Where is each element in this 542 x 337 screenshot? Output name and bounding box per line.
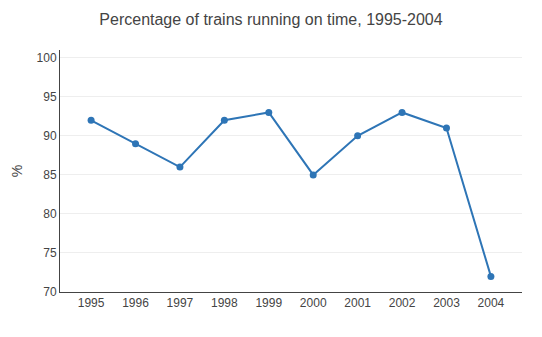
svg-text:%: % xyxy=(9,165,25,177)
svg-text:85: 85 xyxy=(43,168,57,182)
svg-text:2001: 2001 xyxy=(344,296,371,310)
svg-text:1995: 1995 xyxy=(78,296,105,310)
svg-text:2003: 2003 xyxy=(433,296,460,310)
svg-text:70: 70 xyxy=(43,285,57,299)
svg-text:75: 75 xyxy=(43,246,57,260)
svg-text:1997: 1997 xyxy=(167,296,194,310)
svg-text:80: 80 xyxy=(43,207,57,221)
svg-text:Percentage of trains running o: Percentage of trains running on time, 19… xyxy=(99,11,442,28)
svg-text:1998: 1998 xyxy=(211,296,238,310)
svg-text:2000: 2000 xyxy=(300,296,327,310)
svg-text:90: 90 xyxy=(43,129,57,143)
svg-text:2002: 2002 xyxy=(389,296,416,310)
svg-text:1999: 1999 xyxy=(255,296,282,310)
svg-text:100: 100 xyxy=(37,51,57,65)
svg-text:2004: 2004 xyxy=(478,296,505,310)
svg-text:95: 95 xyxy=(43,90,57,104)
svg-text:1996: 1996 xyxy=(122,296,149,310)
